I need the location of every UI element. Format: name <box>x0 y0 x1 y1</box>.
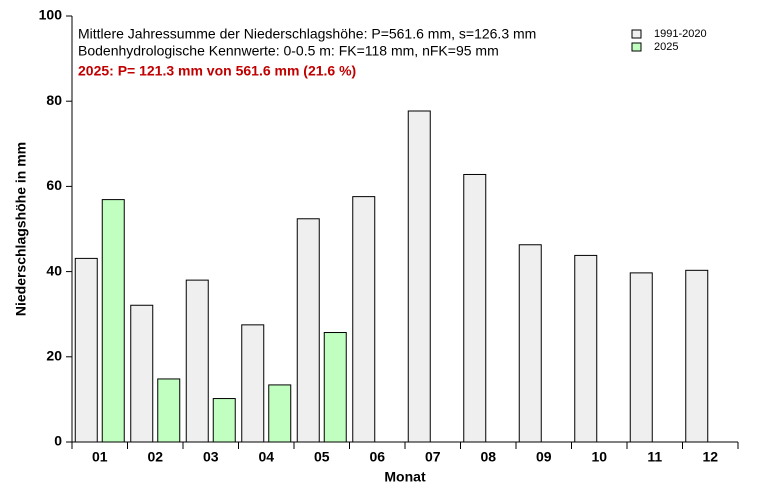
bar <box>212 398 236 443</box>
y-tick-label: 40 <box>46 262 62 278</box>
bar <box>629 272 653 443</box>
x-axis-label: Monat <box>384 469 426 485</box>
bar <box>518 244 542 443</box>
bar <box>185 279 209 443</box>
x-tick-label: 03 <box>203 449 219 465</box>
legend-swatch <box>631 42 642 52</box>
annotation: Bodenhydrologische Kennwerte: 0-0.5 m: F… <box>78 43 499 59</box>
x-tick-label: 12 <box>702 449 718 465</box>
y-axis-label: Niederschlagshöhe in mm <box>13 142 29 316</box>
x-tick-label: 11 <box>647 449 662 465</box>
annotation: Mittlere Jahressumme der Niederschlagshö… <box>78 26 536 42</box>
y-tick-label: 60 <box>46 177 62 193</box>
x-tick-label: 10 <box>591 449 607 465</box>
x-tick-label: 07 <box>425 449 441 465</box>
legend-label: 1991-2020 <box>654 28 707 40</box>
annotation: 2025: P= 121.3 mm von 561.6 mm (21.6 %) <box>78 63 356 79</box>
y-tick-label: 80 <box>46 92 62 108</box>
legend-swatch <box>631 29 642 39</box>
bar <box>685 269 709 443</box>
bar <box>296 218 320 443</box>
bar <box>130 304 154 443</box>
legend-label: 2025 <box>654 41 678 53</box>
bar <box>463 173 487 443</box>
bar <box>407 110 431 443</box>
y-tick-label: 0 <box>54 433 62 449</box>
bar <box>74 257 98 443</box>
bar <box>323 332 347 443</box>
x-tick-label: 06 <box>369 449 385 465</box>
y-tick-label: 20 <box>46 348 62 364</box>
bar <box>241 324 265 443</box>
bar <box>101 199 125 443</box>
x-tick-label: 05 <box>314 449 330 465</box>
x-tick-label: 09 <box>536 449 552 465</box>
x-tick-label: 08 <box>480 449 496 465</box>
x-tick-label: 04 <box>258 449 274 465</box>
x-tick-label: 02 <box>147 449 163 465</box>
bar <box>352 196 376 443</box>
x-tick-label: 01 <box>92 449 108 465</box>
bar <box>157 378 181 443</box>
bar <box>574 254 598 443</box>
y-tick-label: 100 <box>39 7 63 23</box>
bar <box>268 384 292 443</box>
